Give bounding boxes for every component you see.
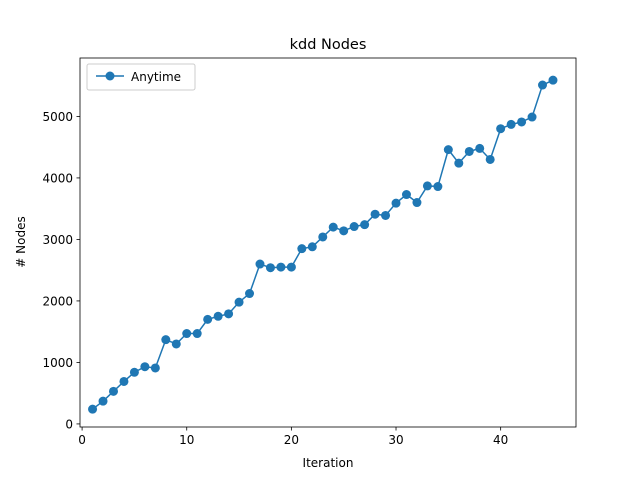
- data-point: [224, 309, 234, 319]
- legend-marker-swatch: [105, 71, 115, 81]
- plot-frame: [79, 57, 577, 428]
- x-axis-label: Iteration: [303, 456, 354, 470]
- data-point: [349, 222, 359, 232]
- data-point: [119, 376, 129, 386]
- data-point: [265, 263, 275, 273]
- y-axis-ticks: 0 1000 2000 3000 4000 5000: [42, 110, 80, 431]
- plot-area: [80, 58, 576, 427]
- data-point: [506, 119, 516, 129]
- data-point: [245, 289, 255, 299]
- data-point: [454, 158, 464, 168]
- y-tick-label: 0: [65, 417, 73, 431]
- y-axis-label: # Nodes: [14, 216, 28, 267]
- x-axis-ticks: 0 10 20 30 40: [78, 427, 508, 447]
- data-point: [527, 112, 537, 122]
- y-tick-label: 5000: [42, 110, 73, 124]
- data-point: [538, 80, 548, 90]
- data-point: [401, 190, 411, 200]
- data-point: [517, 117, 527, 127]
- data-point: [213, 311, 223, 321]
- y-tick-label: 2000: [42, 294, 73, 308]
- data-point: [485, 154, 495, 164]
- chart-title: kdd Nodes: [290, 37, 367, 53]
- data-point: [276, 262, 286, 272]
- data-point: [381, 210, 391, 220]
- data-point: [548, 75, 558, 85]
- data-point: [150, 363, 160, 373]
- data-point: [171, 339, 181, 349]
- data-point: [140, 362, 150, 372]
- data-point: [464, 146, 474, 156]
- x-tick-label: 30: [388, 433, 403, 447]
- data-point: [422, 181, 432, 191]
- legend-box: [86, 63, 196, 91]
- y-tick-label: 3000: [42, 233, 73, 247]
- data-point: [475, 143, 485, 153]
- legend-entry-anytime: Anytime: [131, 70, 181, 84]
- data-point: [192, 329, 202, 339]
- data-point: [98, 396, 108, 406]
- data-point: [307, 242, 317, 252]
- data-point: [255, 259, 265, 269]
- data-point: [286, 262, 296, 272]
- x-tick-label: 0: [78, 433, 86, 447]
- data-point: [108, 386, 118, 396]
- data-point: [391, 198, 401, 208]
- data-point: [339, 226, 349, 236]
- y-tick-label: 1000: [42, 356, 73, 370]
- data-point: [360, 220, 370, 230]
- data-point: [203, 314, 213, 324]
- data-point: [443, 145, 453, 155]
- data-point: [234, 297, 244, 307]
- data-point: [129, 367, 139, 377]
- y-tick-label: 4000: [42, 171, 73, 185]
- x-tick-label: 20: [284, 433, 299, 447]
- data-point: [370, 209, 380, 219]
- data-point: [182, 329, 192, 339]
- data-point: [88, 404, 98, 414]
- data-point: [412, 198, 422, 208]
- series-layer: [88, 75, 558, 414]
- x-tick-label: 10: [179, 433, 194, 447]
- x-tick-label: 40: [493, 433, 508, 447]
- data-point: [328, 222, 338, 232]
- data-point: [161, 335, 171, 345]
- data-point: [496, 124, 506, 134]
- data-point: [318, 232, 328, 242]
- data-point: [297, 244, 307, 254]
- legend: Anytime: [86, 63, 196, 91]
- data-point: [433, 182, 443, 192]
